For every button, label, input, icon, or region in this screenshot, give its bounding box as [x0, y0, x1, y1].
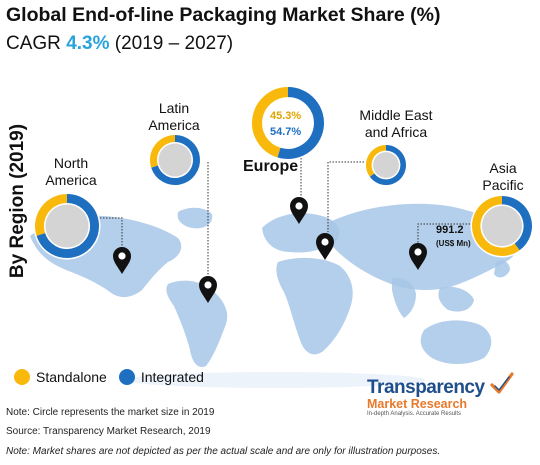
slice-standalone-asia-pacific — [472, 196, 520, 256]
legend: Standalone Integrated — [14, 369, 216, 385]
note-scale: Note: Market shares are not depicted as … — [6, 446, 441, 457]
pin-middle-east-africa — [316, 233, 334, 260]
leader-asia-pacific — [417, 223, 473, 246]
donut-center-europe — [263, 98, 313, 148]
map-landmass-2 — [166, 280, 228, 368]
slice-standalone-middle-east-africa — [366, 145, 387, 177]
pin-asia-pacific — [409, 243, 427, 270]
map-pin-dot — [414, 248, 422, 256]
map-landmass-7 — [438, 286, 474, 312]
donut-europe — [250, 85, 326, 161]
map-pin-dot — [204, 281, 212, 289]
source-note: Source: Transparency Market Research, 20… — [6, 426, 211, 437]
map-pin-icon — [290, 197, 308, 224]
slice-integrated-middle-east-africa — [369, 145, 406, 185]
slice-integrated-north-america — [36, 194, 99, 258]
pin-europe — [290, 197, 308, 224]
donut-asia-pacific — [470, 194, 534, 258]
slice-standalone-europe — [252, 87, 289, 158]
cagr-line: CAGR 4.3% (2019 – 2027) — [6, 33, 234, 54]
donut-latin-america — [148, 133, 202, 187]
slice-integrated-latin-america — [151, 135, 200, 185]
map-pin-icon — [316, 233, 334, 260]
map-landmass-4 — [276, 257, 353, 355]
tmr-logo: Transparency Market Research In-depth An… — [367, 372, 527, 417]
note-market-size: Note: Circle represents the market size … — [6, 407, 215, 418]
map-pin-icon — [113, 247, 131, 274]
map-shadow — [125, 372, 425, 388]
pin-north-america — [113, 247, 131, 274]
europe-standalone-label: 45.3% — [270, 110, 302, 122]
leader-lines — [100, 158, 473, 278]
legend-integrated-swatch — [118, 369, 135, 385]
region-label-europe: Europe — [243, 158, 299, 175]
map-pin-icon — [199, 276, 217, 303]
chart-title: Global End-of-line Packaging Market Shar… — [6, 4, 441, 26]
region-label-latin-america: Latin America — [148, 100, 200, 133]
legend-integrated: Integrated — [118, 369, 204, 385]
legend-standalone: Standalone — [14, 369, 107, 385]
legend-standalone-swatch — [14, 369, 30, 385]
region-donuts — [33, 85, 534, 260]
leader-north-america — [100, 217, 123, 246]
map-landmass-8 — [420, 320, 492, 364]
slice-standalone-latin-america — [150, 135, 176, 168]
donut-center-latin-america — [158, 143, 192, 177]
region-label-asia-pacific: Asia Pacific — [482, 160, 524, 193]
leader-middle-east-africa — [327, 161, 370, 232]
slice-integrated-europe — [277, 87, 324, 159]
donut-center-middle-east-africa — [373, 152, 399, 178]
region-label-north-america: North America — [45, 155, 97, 188]
donut-north-america — [33, 192, 101, 260]
pin-latin-america — [199, 276, 217, 303]
map-landmass-6 — [392, 277, 416, 318]
donut-center-asia-pacific — [481, 205, 523, 247]
slice-integrated-asia-pacific — [501, 196, 532, 251]
map-pin-dot — [295, 202, 303, 210]
map-pin-dot — [321, 238, 329, 246]
donut-middle-east-africa — [364, 143, 408, 187]
map-pin-icon — [409, 243, 427, 270]
europe-integrated-label: 54.7% — [270, 126, 302, 138]
map-pin-dot — [118, 252, 126, 260]
map-pins — [113, 197, 427, 303]
region-label-middle-east-africa: Middle East and Africa — [359, 107, 433, 140]
checkmark-icon — [490, 372, 514, 394]
donut-center-north-america — [45, 204, 89, 248]
map-landmass-1 — [177, 207, 213, 229]
cagr-value: 4.3% — [66, 33, 110, 54]
map-landmass-9 — [494, 260, 510, 278]
slice-standalone-north-america — [35, 194, 68, 236]
asia-pacific-market-size: 991.2 (US$ Mn) — [436, 224, 471, 248]
